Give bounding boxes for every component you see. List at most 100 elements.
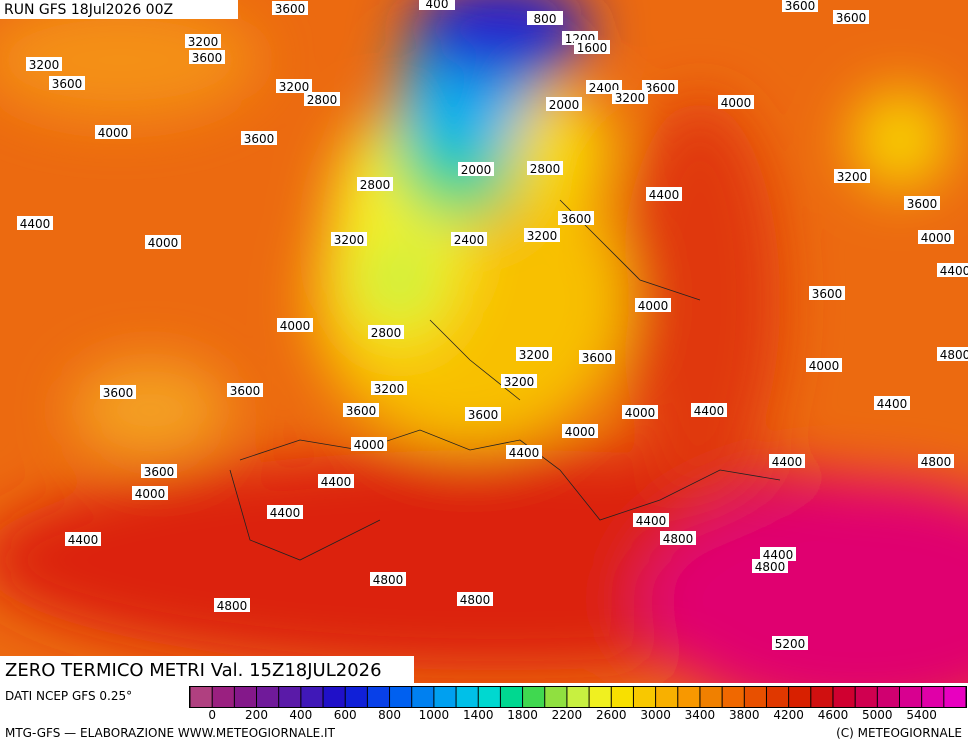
- colorbar-label: 2600: [596, 708, 627, 722]
- contour-label: 3200: [527, 229, 558, 243]
- coastline: [229, 199, 781, 561]
- color-swatch: [412, 687, 434, 707]
- contour-label: 4400: [270, 506, 301, 520]
- label-box: [214, 598, 250, 612]
- color-swatch: [922, 687, 944, 707]
- label-box: [370, 572, 406, 586]
- label-box: [562, 424, 598, 438]
- contour-label: 4400: [772, 455, 803, 469]
- contour-label: 4400: [940, 264, 968, 278]
- label-box: [368, 325, 404, 339]
- contour-label: 4000: [721, 96, 752, 110]
- contour-label: 3600: [836, 11, 867, 25]
- contour-label: 4000: [565, 425, 596, 439]
- label-box: [558, 211, 594, 225]
- colorbar-label: 200: [245, 708, 268, 722]
- color-swatch: [190, 687, 212, 707]
- contour-label: 4000: [354, 438, 385, 452]
- contour-label: 3600: [103, 386, 134, 400]
- label-box: [772, 636, 808, 650]
- contour-label: 2800: [307, 93, 338, 107]
- contour-label: 4400: [509, 446, 540, 460]
- label-box: [691, 403, 727, 417]
- colorbar-label: 3800: [729, 708, 760, 722]
- color-swatch: [301, 687, 323, 707]
- colorbar-label: 3400: [685, 708, 716, 722]
- contour-label: 4800: [460, 593, 491, 607]
- copyright: (C) METEOGIORNALE: [836, 726, 962, 740]
- contour-label: 2800: [371, 326, 402, 340]
- label-box: [65, 532, 101, 546]
- label-box: [809, 286, 845, 300]
- label-box: [633, 513, 669, 527]
- contour-label: 4000: [135, 487, 166, 501]
- contour-label: 4800: [940, 348, 968, 362]
- label-box: [419, 0, 455, 10]
- color-swatch: [345, 687, 367, 707]
- label-box: [267, 505, 303, 519]
- contour-label: 3200: [519, 348, 550, 362]
- contour-label: 4400: [20, 217, 51, 231]
- colorbar-label: 0: [208, 708, 216, 722]
- label-box: [457, 592, 493, 606]
- colorbar-label: 5000: [862, 708, 893, 722]
- label-box: [904, 196, 940, 210]
- color-swatch: [279, 687, 301, 707]
- color-swatch: [589, 687, 611, 707]
- contour-label: 3600: [230, 384, 261, 398]
- label-box: [458, 162, 494, 176]
- contour-label: 2000: [461, 163, 492, 177]
- contour-label: 4800: [921, 455, 952, 469]
- color-swatch: [811, 687, 833, 707]
- color-swatch: [766, 687, 789, 707]
- color-swatch: [500, 687, 523, 707]
- color-swatch: [855, 687, 877, 707]
- contour-label: 3600: [812, 287, 843, 301]
- color-swatch: [700, 687, 722, 707]
- label-box: [318, 474, 354, 488]
- contour-label: 3600: [192, 51, 223, 65]
- color-swatch: [323, 687, 345, 707]
- label-box: [833, 10, 869, 24]
- contour-label: 3200: [334, 233, 365, 247]
- contour-label: 4000: [98, 126, 129, 140]
- contour-label: 2000: [549, 98, 580, 112]
- contour-label: 3200: [188, 35, 219, 49]
- label-box: [241, 131, 277, 145]
- label-box: [100, 385, 136, 399]
- label-box: [331, 232, 367, 246]
- label-box: [646, 187, 682, 201]
- label-box: [343, 403, 379, 417]
- color-swatch: [877, 687, 899, 707]
- label-box: [516, 347, 552, 361]
- colorbar-label: 400: [289, 708, 312, 722]
- label-box: [524, 228, 560, 242]
- contour-label: 4000: [148, 236, 179, 250]
- map-title: ZERO TERMICO METRI Val. 15Z18JUL2026: [5, 660, 382, 681]
- contour-label: 3600: [52, 77, 83, 91]
- colorbar-label: 1000: [419, 708, 450, 722]
- label-box: [718, 95, 754, 109]
- color-swatch: [567, 687, 589, 707]
- contour-label: 3200: [837, 170, 868, 184]
- contour-label: 4000: [809, 359, 840, 373]
- color-swatch: [545, 687, 567, 707]
- contour-label: 4000: [638, 299, 669, 313]
- label-box: [351, 437, 387, 451]
- contour-label: 3600: [275, 2, 306, 16]
- colorbar-label: 1400: [463, 708, 494, 722]
- title-box: [0, 656, 414, 683]
- contour-label: 4000: [625, 406, 656, 420]
- color-swatch: [390, 687, 412, 707]
- contour-label: 4800: [217, 599, 248, 613]
- contour-label: 3600: [645, 81, 676, 95]
- contour-label: 3600: [582, 351, 613, 365]
- contour-label: 4400: [321, 475, 352, 489]
- color-swatch: [678, 687, 700, 707]
- contour-label: 3600: [785, 0, 816, 13]
- contour-label: 2800: [530, 162, 561, 176]
- contour-label: 4800: [755, 560, 786, 574]
- contour-label: 3200: [29, 58, 60, 72]
- colorbar-label: 800: [378, 708, 401, 722]
- contour-label: 3600: [144, 465, 175, 479]
